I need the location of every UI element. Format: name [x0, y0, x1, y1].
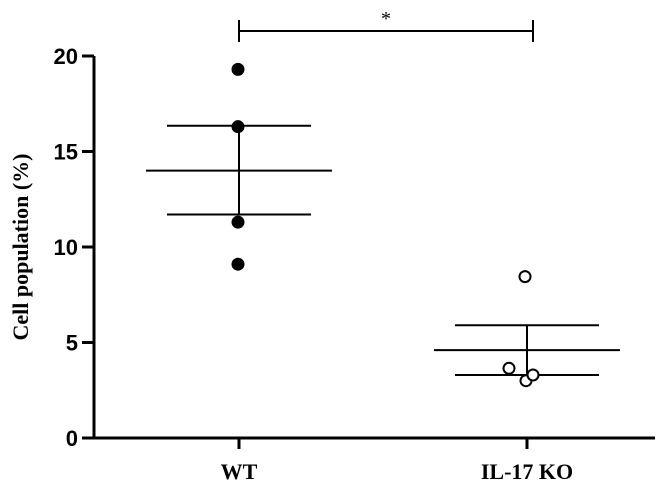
y-axis-title: Cell population (%) — [8, 153, 33, 340]
significance-label: * — [381, 8, 391, 30]
y-tick-label: 0 — [66, 426, 78, 451]
x-category-label: IL-17 KO — [481, 459, 573, 484]
x-category-label: WT — [221, 459, 258, 484]
significance-bracket: * — [238, 8, 534, 42]
y-tick-label: 10 — [54, 235, 78, 260]
il17ko-data-point — [526, 368, 540, 382]
wt-data-point — [231, 257, 245, 271]
axes — [82, 54, 655, 449]
y-tick-label: 20 — [54, 44, 78, 69]
data-points — [231, 62, 540, 388]
il17ko-data-point — [502, 361, 516, 375]
chart-labels: 0 5 10 15 20 WT IL-17 KO Cell population (%) — [8, 44, 573, 484]
y-tick-label: 15 — [54, 140, 78, 165]
wt-data-point — [231, 62, 245, 76]
wt-data-point — [231, 215, 245, 229]
wt-data-point — [231, 120, 245, 134]
il17ko-data-point — [518, 270, 532, 284]
error-bars — [146, 124, 620, 376]
y-tick-label: 5 — [66, 331, 78, 356]
